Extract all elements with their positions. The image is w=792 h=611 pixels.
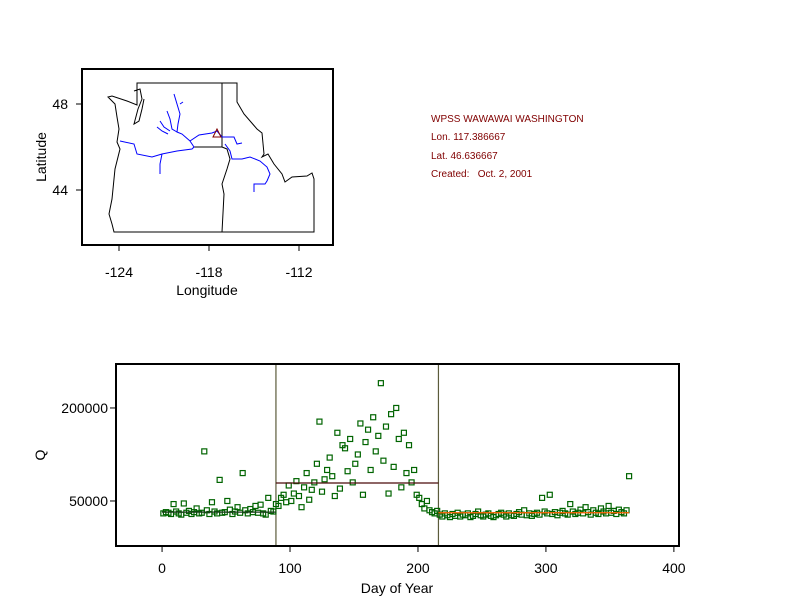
- data-point: [382, 423, 390, 430]
- data-point: [318, 488, 326, 495]
- map-xlabel: Longitude: [176, 282, 238, 298]
- x-tick-label: 100: [278, 560, 302, 576]
- map-xtick-label: -118: [196, 264, 223, 280]
- data-point: [582, 504, 589, 511]
- data-point: [388, 411, 395, 418]
- data-point: [546, 491, 553, 498]
- map-frame: [81, 68, 334, 246]
- data-point: [324, 466, 331, 474]
- data-point: [393, 404, 400, 412]
- data-point: [362, 438, 369, 446]
- data-point: [334, 429, 341, 436]
- data-point: [390, 463, 397, 470]
- data-point: [257, 501, 264, 508]
- data-point: [398, 484, 405, 491]
- data-point: [300, 484, 308, 491]
- data-point: [283, 499, 290, 506]
- data-point: [303, 469, 310, 477]
- data-point: [295, 492, 303, 500]
- rivers: [119, 93, 271, 192]
- data-point: [306, 496, 313, 503]
- data-point: [288, 497, 295, 505]
- data-point: [239, 469, 246, 477]
- data-point: [567, 500, 574, 508]
- data-point: [329, 473, 336, 480]
- chart-ylabel: Q: [32, 449, 48, 460]
- data-point: [313, 460, 320, 467]
- data-point: [321, 476, 328, 483]
- site-marker-icon: [212, 127, 222, 138]
- map-xtick-label: -124: [105, 264, 133, 280]
- y-tick-label: 200000: [61, 400, 108, 416]
- state-outlines: [107, 82, 315, 233]
- data-point: [336, 485, 344, 492]
- data-point: [538, 494, 546, 501]
- map-ylabel: Latitude: [33, 132, 49, 182]
- data-point: [352, 460, 359, 467]
- data-point: [375, 432, 382, 439]
- data-point: [265, 494, 272, 501]
- data-point: [316, 418, 323, 425]
- data-point: [298, 504, 305, 511]
- x-tick-label: 200: [406, 560, 430, 576]
- data-point: [331, 492, 338, 500]
- data-point: [280, 491, 287, 498]
- data-point: [180, 500, 187, 507]
- data-point: [216, 476, 223, 483]
- map-ytick-label: 44: [52, 182, 68, 198]
- data-point: [380, 457, 387, 464]
- data-point: [344, 468, 351, 475]
- data-point: [357, 420, 364, 427]
- data-point: [372, 448, 379, 455]
- data-point: [400, 429, 407, 436]
- data-point: [423, 497, 431, 505]
- data-point: [290, 490, 297, 497]
- data-point: [308, 486, 315, 493]
- data-point: [275, 502, 282, 510]
- data-point: [405, 442, 413, 449]
- chart-marks: [160, 364, 633, 546]
- data-point: [605, 502, 612, 510]
- map-xtick-label: -112: [286, 264, 313, 280]
- site-info: WPSS WAWAWAI WASHINGTON Lon. 117.386667 …: [431, 114, 584, 180]
- data-point: [416, 494, 423, 501]
- data-point: [285, 482, 292, 489]
- data-point: [370, 414, 377, 421]
- x-tick-label: 300: [534, 560, 558, 576]
- site-lon: Lon. 117.386667: [431, 132, 506, 143]
- chart-axes: 0 100 200 300 400 200000 50000: [61, 400, 685, 576]
- data-point: [364, 426, 372, 433]
- data-point: [326, 454, 333, 461]
- data-point: [411, 466, 418, 474]
- data-point: [170, 500, 177, 508]
- data-point: [625, 473, 633, 480]
- data-point: [347, 435, 354, 443]
- site-lat: Lat. 46.636667: [431, 151, 498, 162]
- chart-xlabel: Day of Year: [361, 580, 434, 596]
- chart-frame: [115, 363, 680, 547]
- x-tick-label: 0: [158, 560, 166, 576]
- discharge-chart: 0 100 200 300 400 200000 50000 Day of Year Q: [32, 363, 686, 596]
- data-point: [367, 466, 374, 474]
- data-point: [395, 435, 402, 443]
- data-point: [208, 499, 216, 506]
- data-point: [403, 469, 410, 477]
- data-point: [341, 445, 349, 452]
- data-point: [252, 502, 259, 510]
- data-point: [377, 380, 384, 387]
- y-tick-label: 50000: [69, 493, 108, 509]
- site-name: WPSS WAWAWAI WASHINGTON: [431, 114, 584, 125]
- data-point: [359, 491, 367, 498]
- location-map: -124 -118 -112 48 44 Longitude Latitude: [33, 68, 334, 298]
- x-tick-label: 400: [662, 560, 686, 576]
- data-point: [224, 497, 231, 505]
- site-created: Created: Oct. 2, 2001: [431, 169, 533, 180]
- data-point: [354, 451, 361, 458]
- data-point: [201, 448, 208, 455]
- map-ytick-label: 48: [52, 96, 68, 112]
- data-point: [385, 490, 392, 497]
